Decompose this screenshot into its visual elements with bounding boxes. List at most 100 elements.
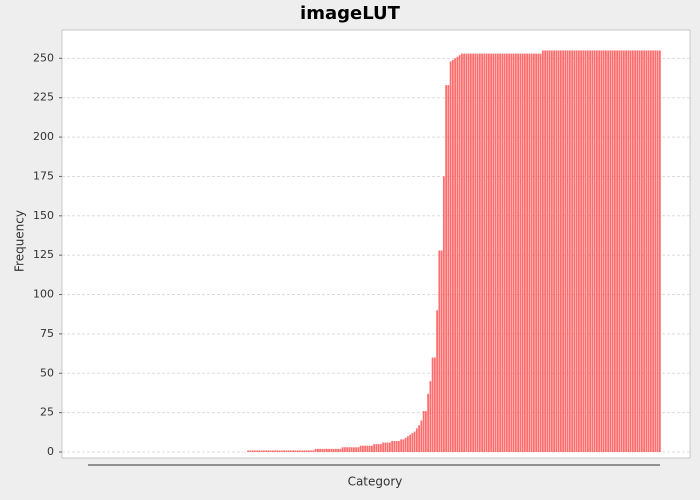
bar xyxy=(442,176,445,452)
bar xyxy=(503,53,506,452)
bar xyxy=(505,53,508,452)
bar xyxy=(393,440,396,452)
bar xyxy=(553,50,556,452)
bar xyxy=(645,50,648,452)
bar xyxy=(445,85,448,452)
bar xyxy=(458,55,461,452)
bar xyxy=(586,50,589,452)
bar xyxy=(589,50,592,452)
bar xyxy=(319,448,322,452)
bar xyxy=(582,50,585,452)
bar xyxy=(600,50,603,452)
x-axis-label: Category xyxy=(348,475,403,489)
bar xyxy=(253,450,256,452)
bar xyxy=(618,50,621,452)
bar xyxy=(544,50,547,452)
bar xyxy=(395,440,398,452)
bar xyxy=(312,450,315,452)
bar xyxy=(337,448,340,452)
bar xyxy=(298,450,301,452)
bar xyxy=(431,357,434,452)
bar xyxy=(256,450,259,452)
bar xyxy=(422,411,425,452)
bar xyxy=(418,425,421,452)
bar xyxy=(438,250,441,452)
bar xyxy=(541,50,544,452)
bar xyxy=(564,50,567,452)
bar xyxy=(530,53,533,452)
bar xyxy=(276,450,279,452)
bar xyxy=(287,450,290,452)
bar xyxy=(548,50,551,452)
bar xyxy=(654,50,657,452)
bar xyxy=(341,447,344,452)
bar xyxy=(366,445,369,452)
plot-area xyxy=(61,29,691,459)
bar xyxy=(413,431,416,452)
bar xyxy=(348,447,351,452)
bar xyxy=(289,450,292,452)
bar xyxy=(384,442,387,452)
bar xyxy=(285,450,288,452)
bar xyxy=(636,50,639,452)
bar xyxy=(301,450,304,452)
bar xyxy=(251,450,254,452)
bar xyxy=(584,50,587,452)
bar xyxy=(550,50,553,452)
bar xyxy=(647,50,650,452)
bar xyxy=(350,447,353,452)
bar xyxy=(451,59,454,453)
bar xyxy=(656,50,659,452)
bar xyxy=(517,53,520,452)
bar xyxy=(334,448,337,452)
bar xyxy=(658,50,661,452)
bar xyxy=(359,445,362,452)
bar xyxy=(388,442,391,452)
bar xyxy=(532,53,535,452)
bar xyxy=(512,53,515,452)
y-tick-label: 125 xyxy=(33,248,54,261)
bar xyxy=(604,50,607,452)
bar xyxy=(602,50,605,452)
bar xyxy=(494,53,497,452)
bar xyxy=(625,50,628,452)
bar xyxy=(447,85,450,452)
chart-title: imageLUT xyxy=(300,3,401,24)
bar xyxy=(352,447,355,452)
bar xyxy=(386,442,389,452)
bar xyxy=(652,50,655,452)
bar xyxy=(523,53,526,452)
bar xyxy=(620,50,623,452)
bar xyxy=(474,53,477,452)
bar xyxy=(481,53,484,452)
bar xyxy=(370,445,373,452)
bar xyxy=(265,450,268,452)
bar xyxy=(258,450,261,452)
bar xyxy=(339,448,342,452)
y-axis-label: Frequency xyxy=(13,210,27,272)
y-tick-label: 225 xyxy=(33,91,54,104)
bar xyxy=(555,50,558,452)
bar xyxy=(562,50,565,452)
bar xyxy=(355,447,358,452)
bar xyxy=(613,50,616,452)
bar xyxy=(539,53,542,452)
bar xyxy=(400,439,403,452)
bar xyxy=(496,53,499,452)
bar xyxy=(472,53,475,452)
bar xyxy=(379,444,382,452)
bar xyxy=(310,450,313,452)
bar xyxy=(280,450,283,452)
bar xyxy=(382,442,385,452)
bar xyxy=(402,439,405,452)
bar xyxy=(607,50,610,452)
y-tick-label: 0 xyxy=(47,445,54,458)
bar xyxy=(510,53,513,452)
bar xyxy=(508,53,511,452)
bar xyxy=(634,50,637,452)
bar xyxy=(643,50,646,452)
bar xyxy=(247,450,250,452)
bar xyxy=(364,445,367,452)
bar xyxy=(454,58,457,452)
bar xyxy=(629,50,632,452)
